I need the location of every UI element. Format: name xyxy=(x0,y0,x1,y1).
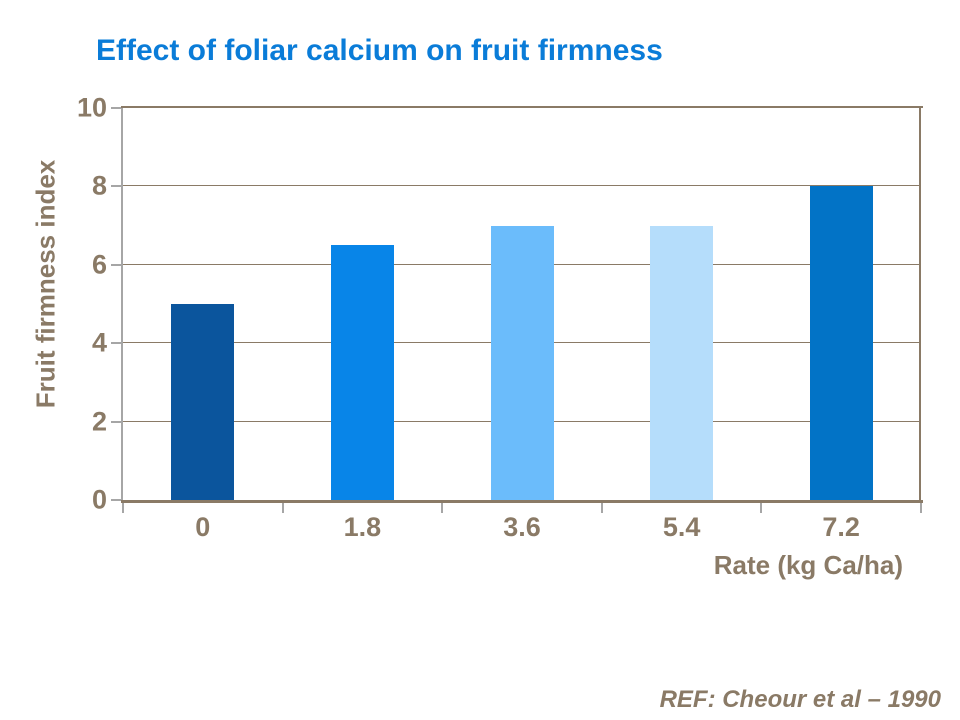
y-tick-label: 2 xyxy=(91,406,107,437)
plot-area xyxy=(123,108,921,500)
chart-title: Effect of foliar calcium on fruit firmne… xyxy=(96,34,663,67)
y-tick xyxy=(111,342,121,345)
y-tick-label: 6 xyxy=(91,249,107,280)
x-tick xyxy=(600,503,603,513)
plot-border-top xyxy=(121,106,923,108)
plot-border-right xyxy=(919,106,921,503)
x-tick-label: 7.2 xyxy=(822,512,860,542)
gridline xyxy=(123,185,921,187)
x-tick-label: 3.6 xyxy=(503,512,541,542)
y-tick-label: 10 xyxy=(76,92,107,123)
x-tick xyxy=(760,503,763,513)
reference-text: REF: Cheour et al – 1990 xyxy=(659,686,941,713)
bar-7.2 xyxy=(809,186,873,500)
x-tick xyxy=(281,503,284,513)
y-tick-label: 8 xyxy=(91,170,107,201)
y-axis-line xyxy=(121,108,123,500)
bar-0 xyxy=(171,304,235,500)
x-tick xyxy=(441,503,444,513)
x-axis-line xyxy=(121,500,923,503)
x-tick-label: 0 xyxy=(195,512,211,542)
x-axis-title: Rate (kg Ca/ha) xyxy=(713,550,903,580)
y-tick xyxy=(111,499,121,501)
y-tick xyxy=(111,185,121,188)
bar-1.8 xyxy=(330,245,394,500)
x-tick xyxy=(920,503,922,513)
y-tick xyxy=(111,107,121,109)
y-tick-label: 4 xyxy=(91,327,107,358)
bar-5.4 xyxy=(650,226,714,500)
bar-3.6 xyxy=(490,226,554,500)
x-tick xyxy=(122,503,124,513)
y-tick-label: 0 xyxy=(91,484,107,515)
x-tick-label: 1.8 xyxy=(343,512,382,542)
x-tick-label: 5.4 xyxy=(662,512,701,542)
y-tick xyxy=(111,420,121,423)
y-tick xyxy=(111,263,121,266)
y-axis-title: Fruit firmness index xyxy=(30,159,61,409)
